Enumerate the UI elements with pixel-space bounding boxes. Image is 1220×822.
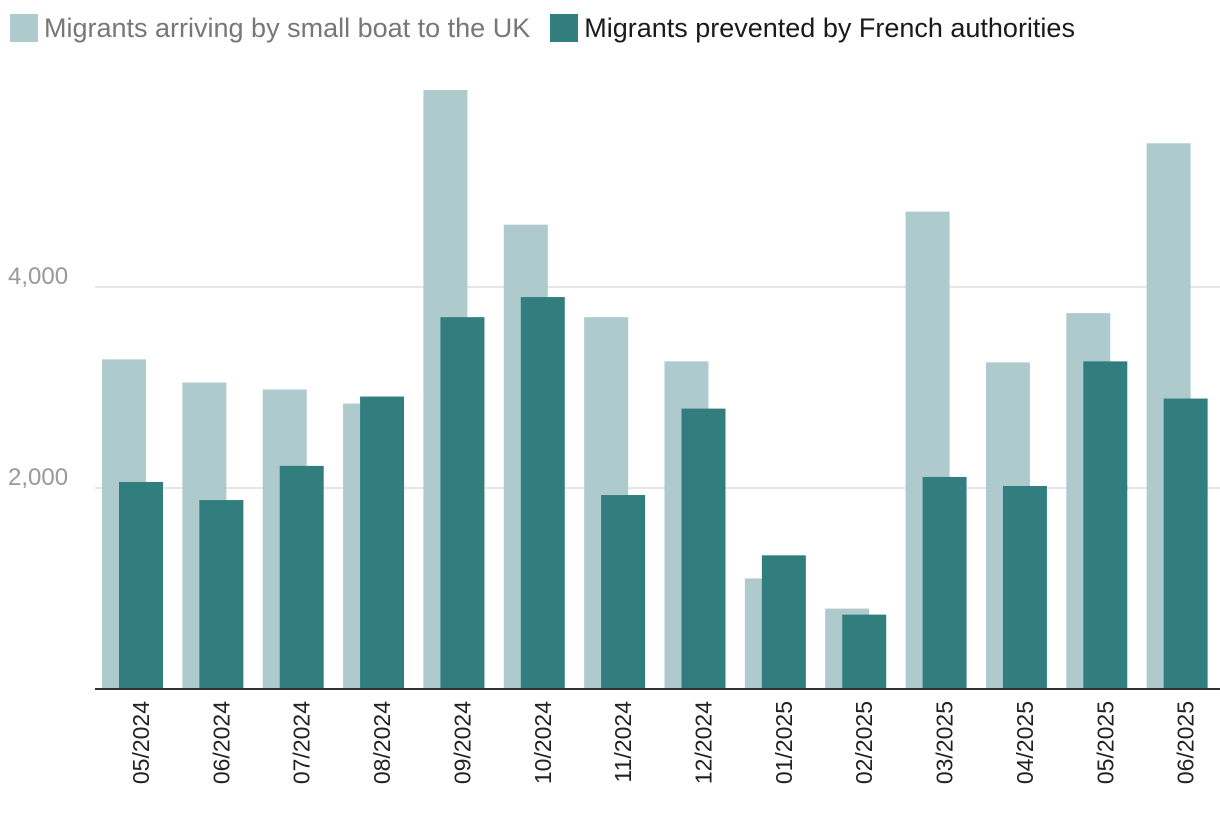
legend-item-prevented: Migrants prevented by French authorities [550, 13, 1075, 44]
x-tick-label: 05/2024 [128, 701, 154, 784]
legend-swatch-prevented [550, 14, 579, 42]
legend-label-arrivals: Migrants arriving by small boat to the U… [44, 12, 531, 43]
bar-prevented [520, 297, 565, 689]
y-tick-label: 2,000 [8, 464, 68, 491]
legend-swatch-arrivals [10, 14, 38, 42]
x-axis-labels: 05/2024 06/2024 07/2024 08/2024 09/2024 10/20… [128, 701, 1199, 784]
x-tick-label: 07/2024 [289, 701, 315, 784]
x-tick-label: 06/2024 [208, 701, 234, 784]
bar-prevented [1083, 361, 1128, 689]
bar-prevented [601, 495, 646, 689]
legend: Migrants arriving by small boat to the U… [10, 8, 1075, 48]
bar-prevented [360, 396, 405, 689]
x-tick-label: 05/2025 [1092, 701, 1118, 784]
x-tick-label: 03/2025 [932, 701, 958, 784]
bar-prevented [199, 500, 244, 689]
bar-prevented [761, 555, 806, 689]
bar-prevented [1002, 485, 1047, 689]
bar-prevented [922, 476, 967, 689]
x-tick-label: 04/2025 [1012, 701, 1038, 784]
legend-label-prevented: Migrants prevented by French authorities [584, 12, 1075, 43]
x-tick-label: 12/2024 [691, 701, 717, 784]
x-tick-label: 08/2024 [369, 701, 395, 784]
x-tick-label: 11/2024 [610, 701, 636, 783]
bar-prevented [1163, 398, 1208, 689]
bar-prevented [842, 614, 887, 689]
x-tick-label: 02/2025 [851, 701, 877, 784]
bar-prevented [119, 481, 163, 689]
x-tick-label: 06/2025 [1173, 701, 1199, 784]
bar-prevented [440, 317, 485, 689]
bar-prevented [279, 465, 324, 689]
y-tick-label: 4,000 [8, 263, 68, 290]
prevented-bars [119, 297, 1208, 689]
legend-item-arrivals: Migrants arriving by small boat to the U… [10, 13, 530, 44]
y-axis-ticks: 2,000 4,000 [8, 263, 68, 491]
x-tick-label: 09/2024 [449, 701, 475, 784]
x-tick-label: 10/2024 [530, 701, 556, 784]
x-tick-label: 01/2025 [771, 701, 797, 784]
bar-prevented [681, 408, 726, 689]
